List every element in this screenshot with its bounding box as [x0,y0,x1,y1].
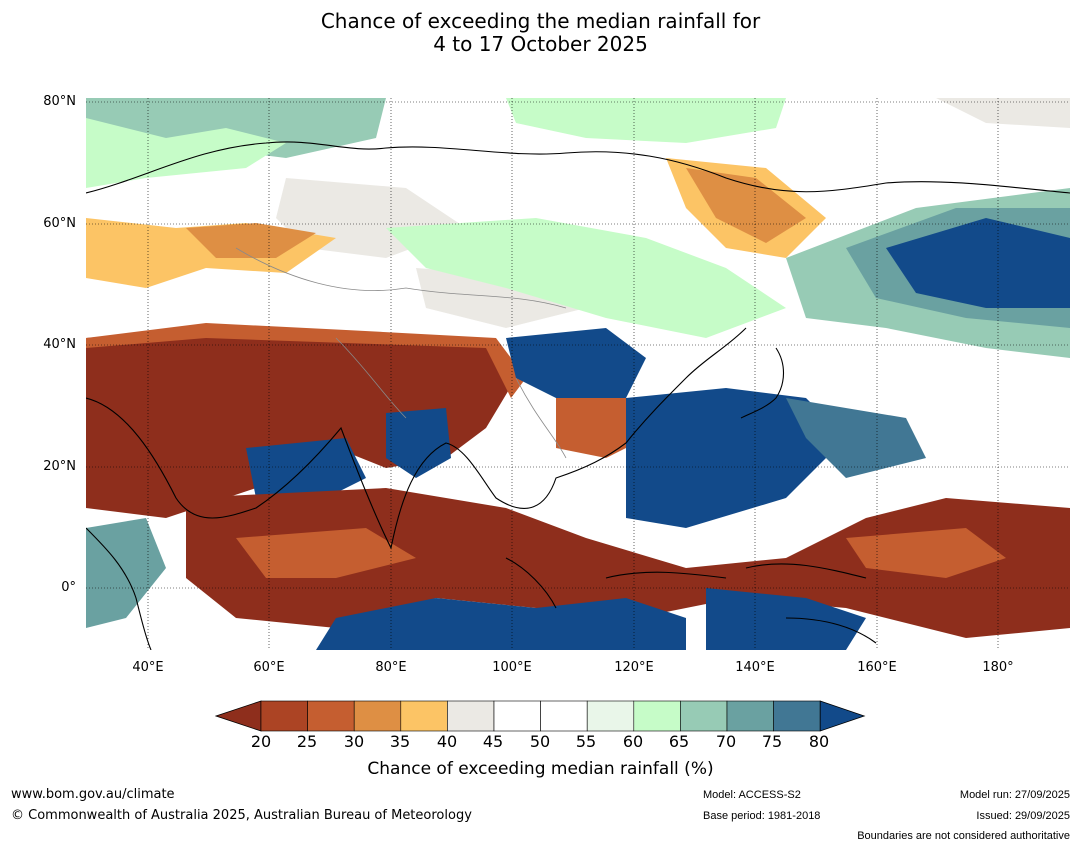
coastline-eurasia-north [86,141,1070,194]
tick-65: 65 [668,732,690,751]
tick-80: 80 [808,732,830,751]
colorbar-title: Chance of exceeding median rainfall (%) [367,759,714,779]
lon-label-80e: 80°E [375,660,407,675]
colorbar-extend-low [215,700,262,732]
colorbar-cell [353,700,402,732]
colorbar-extend-high [819,700,866,732]
colorbar-cell [307,700,355,732]
colorbar-cell [400,700,448,732]
region-north-pacific-wet [886,218,1070,308]
colorbar [215,700,866,732]
model-name: Model: ACCESS-S2 [703,789,801,801]
colorbar-cell [447,700,495,732]
tick-20: 20 [250,732,272,751]
colorbar-cell [540,700,588,732]
tick-40: 40 [436,732,458,751]
region-west-pacific-wet [626,388,846,528]
colorbar-cell [680,700,728,732]
lon-label-40e: 40°E [132,660,164,675]
tick-35: 35 [389,732,411,751]
region-indian-ocean-dry [186,488,1070,638]
lat-label-40n: 40°N [43,337,76,352]
rainfall-map [86,98,1070,650]
copyright-text: © Commonwealth of Australia 2025, Austra… [11,808,472,823]
tick-75: 75 [761,732,783,751]
colorbar-cell [586,700,635,732]
issued-date: Issued: 29/09/2025 [976,810,1070,822]
lon-label-140e: 140°E [735,660,775,675]
coastline-africa [86,527,152,650]
tick-55: 55 [575,732,597,751]
colorbar-cell [260,700,308,732]
lat-label-0: 0° [61,580,76,595]
tick-25: 25 [296,732,318,751]
region-middle-east-dry [86,328,516,518]
lat-label-20n: 20°N [43,459,76,474]
tick-30: 30 [343,732,365,751]
lon-label-60e: 60°E [253,660,285,675]
lon-label-120e: 120°E [614,660,654,675]
model-run-date: Model run: 27/09/2025 [959,789,1070,801]
lat-label-80n: 80°N [43,94,76,109]
coastline-japan [740,347,785,419]
colorbar-cell [726,700,774,732]
tick-50: 50 [529,732,551,751]
tick-60: 60 [622,732,644,751]
title-line-2: 4 to 17 October 2025 [433,32,648,56]
tick-70: 70 [715,732,737,751]
region-south-indian-ocean-wet [316,598,686,650]
region-china-wet [506,328,646,398]
lon-label-100e: 100°E [492,660,532,675]
boundaries-disclaimer: Boundaries are not considered authoritat… [857,830,1070,842]
base-period: Base period: 1981-2018 [703,810,821,822]
lon-label-160e: 160°E [857,660,897,675]
title-line-1: Chance of exceeding the median rainfall … [320,9,761,33]
map-canvas [86,98,1070,650]
country-borders [235,247,567,459]
map-title: Chance of exceeding the median rainfall … [0,10,1081,56]
colorbar-cell [773,700,821,732]
colorbar-cell [633,700,681,732]
coastline-arabia-india [86,327,747,550]
tick-45: 45 [482,732,504,751]
website-link[interactable]: www.bom.gov.au/climate [11,787,175,802]
colorbar-cells [215,700,866,732]
colorbar-cell [493,700,541,732]
coastline-maritime-continent [505,557,877,644]
lat-label-60n: 60°N [43,216,76,231]
lon-label-180: 180° [982,660,1014,675]
